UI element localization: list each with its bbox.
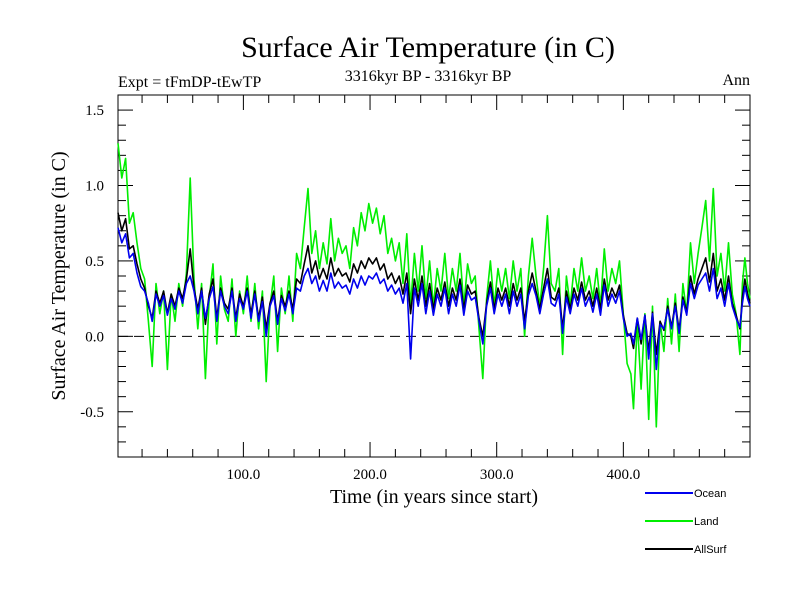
series-line-allsurf <box>117 212 751 356</box>
x-tick-label: 100.0 <box>227 467 261 483</box>
y-tick-label: 1.0 <box>85 179 104 195</box>
y-tick-label: 0.0 <box>85 329 104 345</box>
chart-title: Surface Air Temperature (in C) <box>241 31 615 64</box>
series-group <box>117 143 751 428</box>
legend-label-land: Land <box>694 516 718 528</box>
y-tick-label: 1.5 <box>85 103 104 119</box>
legend-label-allsurf: AllSurf <box>694 544 727 556</box>
season-label: Ann <box>722 72 750 89</box>
x-tick-label: 400.0 <box>606 467 640 483</box>
legend: Ocean Land AllSurf <box>645 488 727 556</box>
period-label: 3316kyr BP - 3316kyr BP <box>345 68 512 85</box>
x-tick-label: 200.0 <box>353 467 387 483</box>
experiment-label: Expt = tFmDP-tEwTP <box>118 74 261 91</box>
x-axis-label: Time (in years since start) <box>330 486 538 508</box>
series-line-ocean <box>117 227 751 371</box>
y-tick-label: 0.5 <box>85 254 104 270</box>
series-line-land <box>117 143 751 428</box>
x-tick-label: 300.0 <box>480 467 514 483</box>
y-tick-label: -0.5 <box>80 405 104 421</box>
legend-label-ocean: Ocean <box>694 488 726 500</box>
y-axis-label: Surface Air Temperature (in C) <box>48 151 70 400</box>
tick-labels: -0.5 0.0 0.5 1.0 1.5 100.0 200.0 300.0 400.0 <box>80 103 640 483</box>
